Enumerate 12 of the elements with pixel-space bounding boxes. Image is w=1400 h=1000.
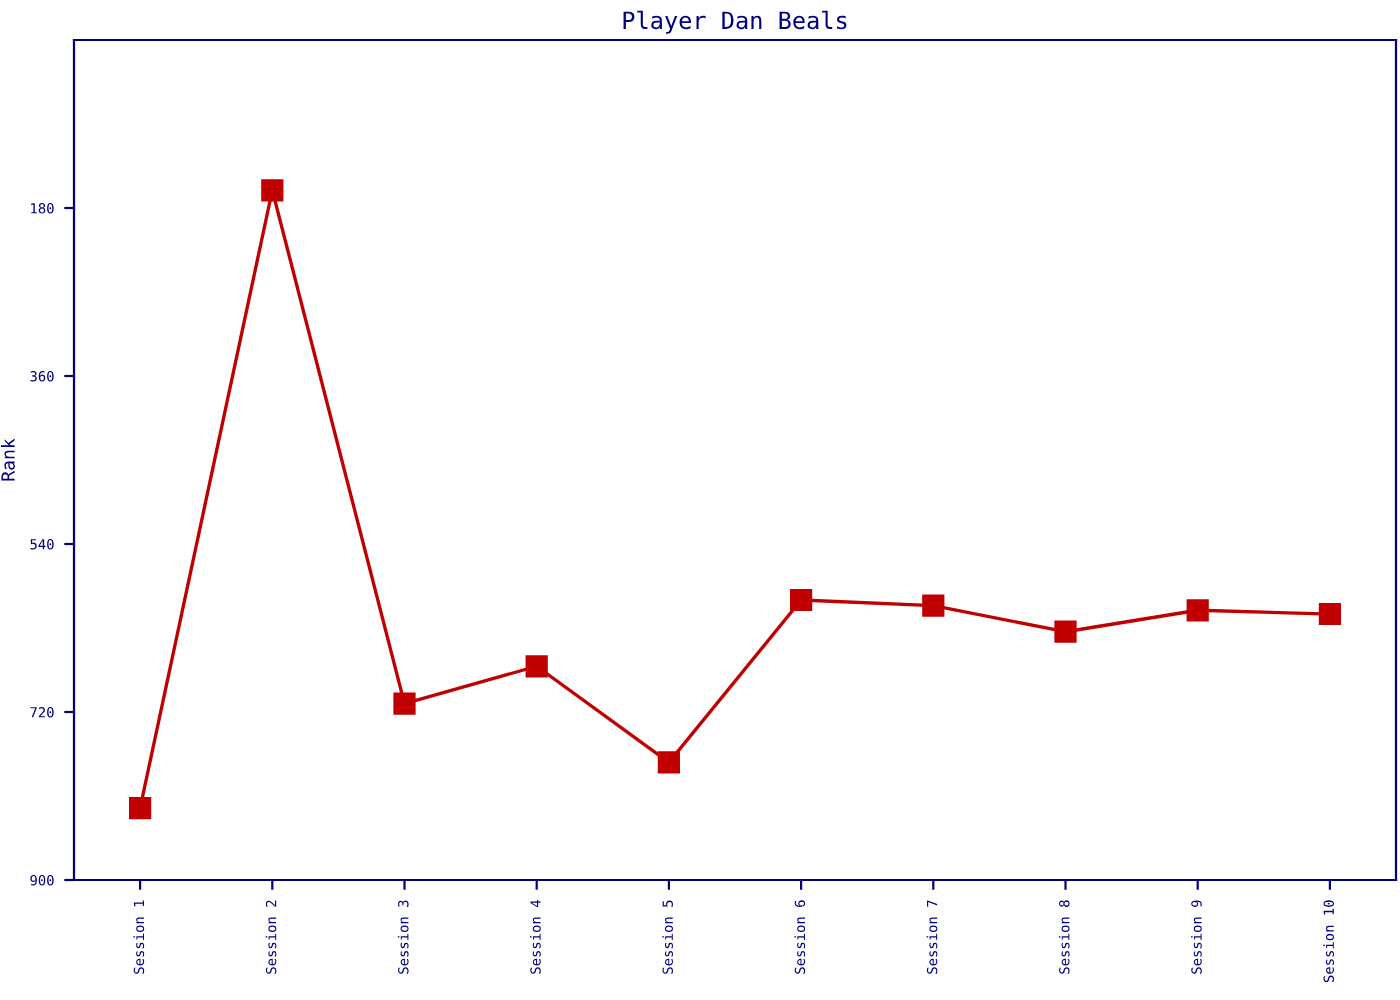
point: [657, 751, 681, 774]
point: [525, 655, 548, 678]
point: [128, 797, 152, 820]
point: [922, 594, 945, 617]
point: [261, 179, 284, 202]
y-axis-title: Rank: [0, 438, 15, 481]
chart-title: Player Dan Beals: [623, 10, 847, 34]
point: [1054, 620, 1077, 643]
point: [1318, 602, 1342, 626]
point: [789, 588, 813, 612]
point: [1186, 599, 1209, 622]
point: [393, 692, 416, 715]
